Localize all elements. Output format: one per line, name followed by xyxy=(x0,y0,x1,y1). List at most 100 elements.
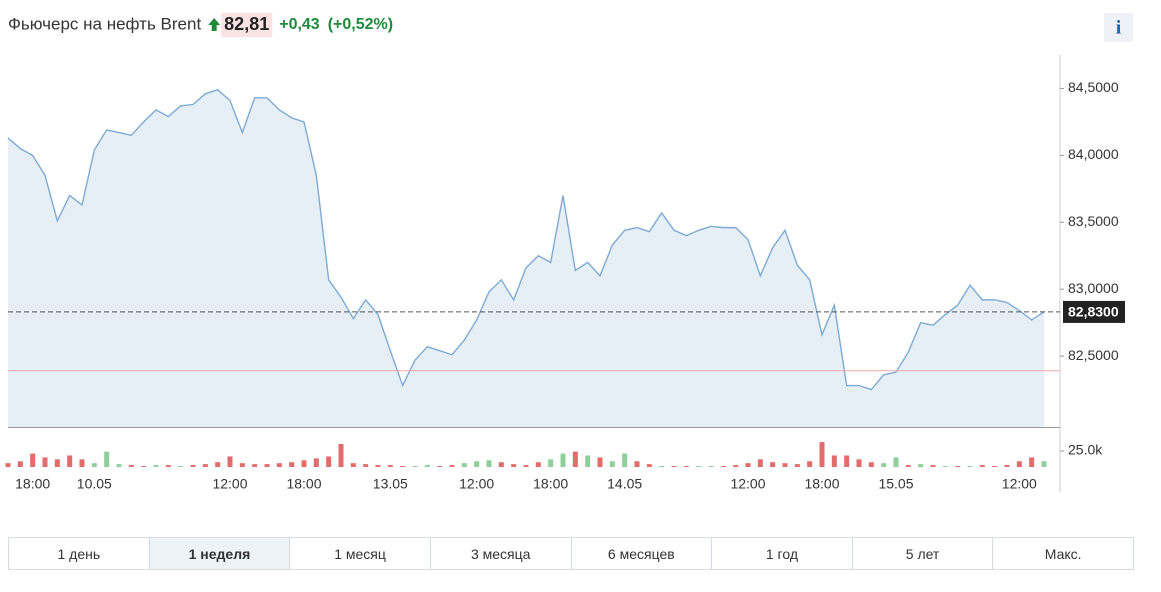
volume-bar xyxy=(868,462,874,467)
volume-bar xyxy=(498,462,504,467)
volume-bar xyxy=(622,453,628,467)
x-tick-label: 13.05 xyxy=(373,476,408,492)
volume-bar xyxy=(375,465,381,467)
volume-bar xyxy=(449,465,455,467)
volume-bar xyxy=(831,455,837,467)
range-button[interactable]: 5 лет xyxy=(853,538,994,569)
volume-bar xyxy=(572,451,578,467)
volume-bar xyxy=(326,456,332,467)
volume-bar xyxy=(91,463,97,467)
x-tick-label: 10.05 xyxy=(77,476,112,492)
volume-bar xyxy=(141,466,147,467)
volume-bar xyxy=(42,457,48,467)
volume-bar xyxy=(1029,457,1035,467)
volume-bar xyxy=(708,466,714,467)
range-button[interactable]: 1 год xyxy=(712,538,853,569)
volume-bar xyxy=(918,464,924,467)
volume-bar xyxy=(794,464,800,467)
volume-bar xyxy=(819,442,825,467)
volume-bar xyxy=(535,462,541,467)
range-button[interactable]: 1 месяц xyxy=(290,538,431,569)
x-tick-label: 12:00 xyxy=(459,476,494,492)
price-bg xyxy=(221,13,273,37)
volume-bar xyxy=(782,463,788,467)
volume-bar xyxy=(153,465,159,467)
volume-bar xyxy=(165,465,171,467)
volume-bar xyxy=(979,465,985,467)
change: +0,43 xyxy=(279,16,320,33)
volume-bar xyxy=(301,460,307,467)
volume-bar xyxy=(659,466,665,467)
volume-bar xyxy=(955,466,961,467)
volume-bar xyxy=(400,466,406,467)
volume-bar xyxy=(461,463,467,467)
volume-bar xyxy=(67,455,73,467)
volume-bar xyxy=(1016,461,1022,467)
volume-bar xyxy=(930,465,936,467)
volume-bar xyxy=(992,466,998,467)
y-tick-label: 82,5000 xyxy=(1068,347,1119,363)
volume-bar xyxy=(967,466,973,467)
range-button[interactable]: 1 неделя xyxy=(149,538,291,569)
y-tick-label: 83,5000 xyxy=(1068,213,1119,229)
volume-bar xyxy=(363,464,369,467)
volume-bar xyxy=(424,465,430,467)
volume-bar xyxy=(276,463,282,467)
range-button[interactable]: Макс. xyxy=(1044,545,1082,562)
volume-bar xyxy=(264,464,270,467)
y-tick-label: 84,5000 xyxy=(1068,79,1119,95)
volume-bar xyxy=(548,459,554,467)
x-tick-label: 12:00 xyxy=(212,476,247,492)
volume-bar xyxy=(215,462,221,467)
volume-bar xyxy=(1004,465,1010,467)
x-tick-label: 14.05 xyxy=(607,476,642,492)
range-button[interactable]: 1 день xyxy=(9,538,150,569)
volume-bar xyxy=(190,465,196,467)
volume-bar xyxy=(5,463,11,467)
range-selector: 1 день 1 неделя 1 месяц 3 месяца 6 месяцев 1 … xyxy=(8,537,1134,570)
x-tick-label: 18:00 xyxy=(286,476,321,492)
info-button[interactable]: i xyxy=(1116,17,1121,38)
volume-bar xyxy=(770,462,776,467)
info-button-bg[interactable] xyxy=(1104,13,1133,42)
volume-bar xyxy=(437,466,443,467)
volume-bar xyxy=(350,463,356,467)
volume-bar xyxy=(202,464,208,467)
volume-bar xyxy=(1041,461,1047,467)
up-arrow xyxy=(208,18,221,31)
volume-bar xyxy=(683,466,689,467)
volume-bar xyxy=(560,453,566,467)
volume-bar xyxy=(696,466,702,467)
last-price-label: 82,8300 xyxy=(1068,304,1119,320)
volume-bar xyxy=(412,466,418,467)
volume-bar xyxy=(239,463,245,467)
y-tick-label: 84,0000 xyxy=(1068,146,1119,162)
volume-bar xyxy=(227,456,233,467)
x-tick-label: 18:00 xyxy=(804,476,839,492)
price: 82,81 xyxy=(224,14,269,34)
range-button[interactable]: 6 месяцев xyxy=(572,538,713,569)
volume-bar xyxy=(634,461,640,467)
volume-bar xyxy=(128,465,134,467)
last-price-box xyxy=(1063,300,1125,323)
volume-bar xyxy=(720,466,726,467)
volume-bar xyxy=(289,462,295,467)
volume-bar xyxy=(905,465,911,467)
volume-bar xyxy=(17,461,23,467)
x-tick-label: 18:00 xyxy=(533,476,568,492)
range-button[interactable]: 3 месяца xyxy=(431,538,572,569)
price-line xyxy=(7,89,1045,391)
y-tick-label: 83,0000 xyxy=(1068,280,1119,296)
volume-bar xyxy=(757,459,763,467)
volume-bar xyxy=(79,459,85,467)
y-tick-label: 25.0k xyxy=(1068,442,1103,458)
volume-bar xyxy=(671,466,677,467)
volume-bar xyxy=(252,464,258,467)
volume-bar xyxy=(104,451,110,467)
volume-bar xyxy=(807,461,813,467)
volume-bar xyxy=(116,464,122,467)
volume-bar xyxy=(597,457,603,467)
volume-bar xyxy=(893,457,899,467)
x-tick-label: 15.05 xyxy=(878,476,913,492)
